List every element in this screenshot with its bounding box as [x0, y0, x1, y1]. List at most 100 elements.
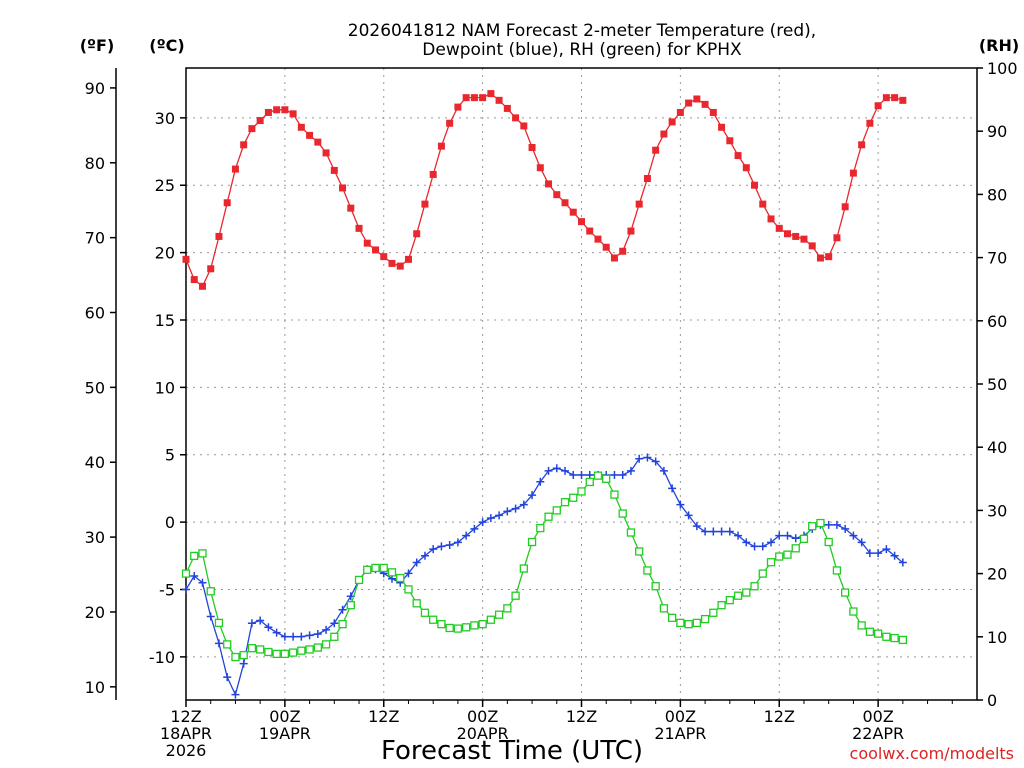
rh-point — [544, 512, 553, 521]
rh-point — [223, 640, 232, 649]
rh-point — [247, 644, 257, 653]
temperature-point — [503, 104, 511, 112]
temperature-point — [470, 94, 478, 102]
temperature-point — [198, 282, 206, 290]
rh-point — [437, 620, 446, 629]
temperature-point — [380, 253, 388, 261]
temperature-point — [676, 108, 684, 116]
dewpoint-point — [849, 531, 858, 540]
temperature-point — [619, 247, 627, 255]
celsius-unit-label: (ºC) — [149, 36, 184, 55]
rh-point — [816, 518, 825, 528]
dewpoint-point — [297, 632, 306, 641]
dewpoint-point — [206, 612, 215, 621]
rh-point — [635, 547, 644, 556]
rh-point — [700, 614, 710, 624]
rh-point — [288, 648, 298, 657]
dewpoint-point — [247, 619, 256, 628]
temperature-point — [248, 125, 256, 133]
celsius-tick-label: 25 — [155, 176, 175, 195]
dewpoint-point — [214, 639, 223, 648]
dewpoint-point — [659, 466, 668, 475]
rh-point — [371, 563, 380, 573]
rh-point — [478, 620, 487, 629]
rh-point — [379, 563, 388, 573]
rh-point — [305, 645, 314, 654]
dewpoint-point — [511, 504, 520, 513]
rh-tick-label: 40 — [987, 438, 1007, 457]
rh-tick-label: 50 — [987, 375, 1007, 394]
temperature-point — [314, 138, 322, 146]
temperature-point — [635, 200, 643, 208]
dewpoint-point — [717, 527, 726, 536]
temperature-point — [495, 96, 503, 104]
rh-tick-label: 100 — [987, 59, 1018, 78]
dewpoint-point — [190, 572, 199, 581]
rh-point — [338, 620, 347, 629]
rh-point — [396, 573, 405, 583]
temperature-point — [454, 103, 462, 111]
dewpoint-point — [256, 616, 265, 625]
temperature-point — [240, 141, 248, 149]
temperature-point — [668, 118, 676, 126]
temperature-point — [190, 276, 198, 284]
temperature-point — [322, 149, 330, 157]
rh-point — [486, 615, 496, 624]
dewpoint-point — [626, 466, 635, 475]
dewpoint-point — [429, 545, 438, 554]
rh-point — [667, 613, 677, 622]
dewpoint-point — [182, 585, 190, 594]
dewpoint-point — [313, 629, 322, 638]
temperature-point — [429, 170, 437, 178]
rh-tick-label: 10 — [987, 628, 1007, 647]
dewpoint-point — [478, 518, 487, 527]
rh-tick-label: 70 — [987, 249, 1007, 268]
chart-title: 2026041812 NAM Forecast 2-meter Temperat… — [348, 21, 816, 41]
dewpoint-point — [470, 524, 479, 533]
temperature-point — [693, 95, 701, 103]
rh-point — [190, 551, 199, 561]
series-dewpoint — [182, 453, 907, 699]
fahrenheit-tick-label: 60 — [85, 304, 105, 323]
temperature-point — [866, 119, 874, 127]
x-tick-label: 22APR — [852, 724, 904, 743]
dewpoint-point — [519, 500, 528, 509]
temperature-point — [512, 114, 520, 122]
x-tick-label: 12Z — [368, 707, 399, 726]
rh-point — [560, 498, 570, 507]
temperature-point — [297, 123, 305, 131]
dewpoint-point — [495, 511, 504, 520]
temperature-point — [586, 227, 594, 235]
rh-point — [832, 566, 842, 575]
dewpoint-point — [445, 541, 454, 550]
fahrenheit-tick-label: 70 — [85, 229, 105, 248]
dewpoint-point — [643, 453, 652, 462]
dewpoint-point — [635, 454, 644, 463]
rh-unit-label: (RH) — [979, 36, 1019, 55]
temperature-point — [182, 255, 190, 263]
dewpoint-point — [561, 466, 570, 475]
series-rh — [181, 471, 907, 662]
dewpoint-point — [824, 520, 833, 529]
temperature-point — [363, 239, 371, 247]
temperature-point — [404, 255, 412, 263]
temperature-point — [701, 100, 709, 108]
celsius-tick-label: -5 — [159, 581, 175, 600]
dewpoint-point — [758, 542, 767, 551]
temperature-point — [561, 199, 569, 207]
rh-point — [503, 604, 512, 613]
dewpoint-point — [453, 538, 462, 547]
dewpoint-point — [783, 531, 792, 540]
dewpoint-point — [651, 457, 660, 466]
dewpoint-point — [486, 514, 495, 523]
rh-point — [585, 477, 594, 487]
temperature-point — [726, 137, 734, 145]
rh-point — [313, 643, 322, 652]
temperature-point — [849, 169, 857, 177]
rh-point — [214, 618, 224, 628]
celsius-tick-label: -10 — [149, 648, 175, 667]
dewpoint-point — [330, 619, 339, 628]
dewpoint-point — [874, 549, 883, 558]
dewpoint-point — [239, 659, 248, 668]
